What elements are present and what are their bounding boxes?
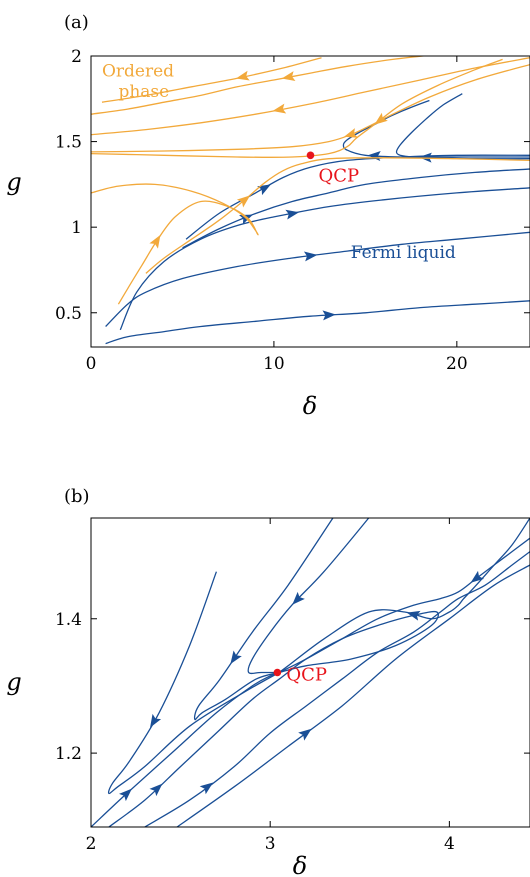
- flow-line-blue: [278, 518, 530, 674]
- flow-line-orange: [91, 56, 429, 115]
- x-tick-label: 2: [86, 834, 97, 854]
- flow-arrow-blue: [285, 209, 300, 220]
- flow-arrow-blue: [150, 713, 162, 728]
- flow-arrow-orange: [272, 103, 287, 114]
- plot-frame: [90, 517, 530, 828]
- flow-arrow-blue: [322, 310, 336, 321]
- y-tick-label: 2: [71, 47, 82, 67]
- y-tick-label: 1.4: [55, 610, 82, 630]
- region-label: Ordered: [102, 62, 174, 82]
- y-axis-label: g: [6, 668, 21, 696]
- flow-arrow-blue: [230, 650, 242, 665]
- flow-line-orange: [91, 183, 259, 305]
- flow-line-blue: [107, 571, 280, 795]
- flow-line-orange: [101, 57, 322, 103]
- x-axis-label: δ: [303, 392, 317, 420]
- flow-arrow-blue: [149, 783, 163, 797]
- region-label: Fermi liquid: [351, 243, 456, 263]
- y-axis-label: g: [6, 168, 21, 196]
- flow-line-blue: [105, 231, 530, 327]
- flow-line-blue: [193, 518, 334, 721]
- y-tick-label: 1: [71, 218, 82, 238]
- flow-arrow-blue: [367, 150, 381, 161]
- flow-line-blue: [108, 610, 439, 827]
- qcp-label: QCP: [286, 665, 327, 686]
- qcp-marker: [273, 668, 282, 677]
- flow-arrow-orange: [281, 71, 296, 82]
- flow-line-blue: [105, 300, 530, 345]
- x-tick-label: 4: [444, 834, 455, 854]
- flow-arrow-blue: [119, 788, 132, 802]
- x-tick-label: 20: [446, 354, 468, 374]
- flow-arrow-orange: [344, 128, 358, 138]
- flow-line-orange: [145, 157, 530, 274]
- flow-line-blue: [185, 154, 530, 240]
- flow-line-orange: [91, 58, 503, 158]
- flow-arrow-blue: [199, 782, 214, 795]
- flow-arrow-orange: [235, 70, 250, 81]
- flow-line-blue: [144, 551, 530, 827]
- y-tick-label: 0.5: [55, 304, 82, 324]
- qcp-label: QCP: [319, 165, 360, 186]
- flow-line-blue: [182, 168, 530, 249]
- region-label: phase: [118, 82, 169, 102]
- panel-a-label: (a): [64, 12, 89, 33]
- x-tick-label: 10: [263, 354, 285, 374]
- flow-arrow-orange: [236, 195, 251, 208]
- flow-arrow-blue: [303, 251, 318, 262]
- flow-line-blue: [119, 187, 530, 331]
- x-tick-label: 0: [86, 354, 97, 374]
- flow-line-orange: [91, 57, 530, 136]
- x-tick-label: 3: [265, 834, 276, 854]
- panel-b-label: (b): [64, 486, 90, 507]
- flow-arrow-blue: [239, 214, 253, 225]
- flow-arrow-blue: [292, 591, 305, 605]
- flow-arrow-orange: [149, 234, 161, 249]
- qcp-marker: [306, 151, 315, 160]
- flow-lines: [91, 56, 530, 345]
- panel-b-plot: QCP 2 3 4 1.2 1.4 δ g: [6, 517, 530, 877]
- plot-frame: [90, 55, 530, 348]
- flow-lines: [91, 518, 530, 827]
- flow-line-blue: [278, 537, 530, 674]
- y-tick-label: 1.2: [55, 744, 82, 764]
- flow-line-blue: [247, 518, 370, 675]
- flow-line-blue: [176, 564, 530, 827]
- flow-arrow-blue: [257, 184, 271, 196]
- y-tick-label: 1.5: [55, 133, 82, 153]
- flow-arrow-blue: [298, 728, 312, 741]
- x-axis-label: δ: [293, 852, 307, 877]
